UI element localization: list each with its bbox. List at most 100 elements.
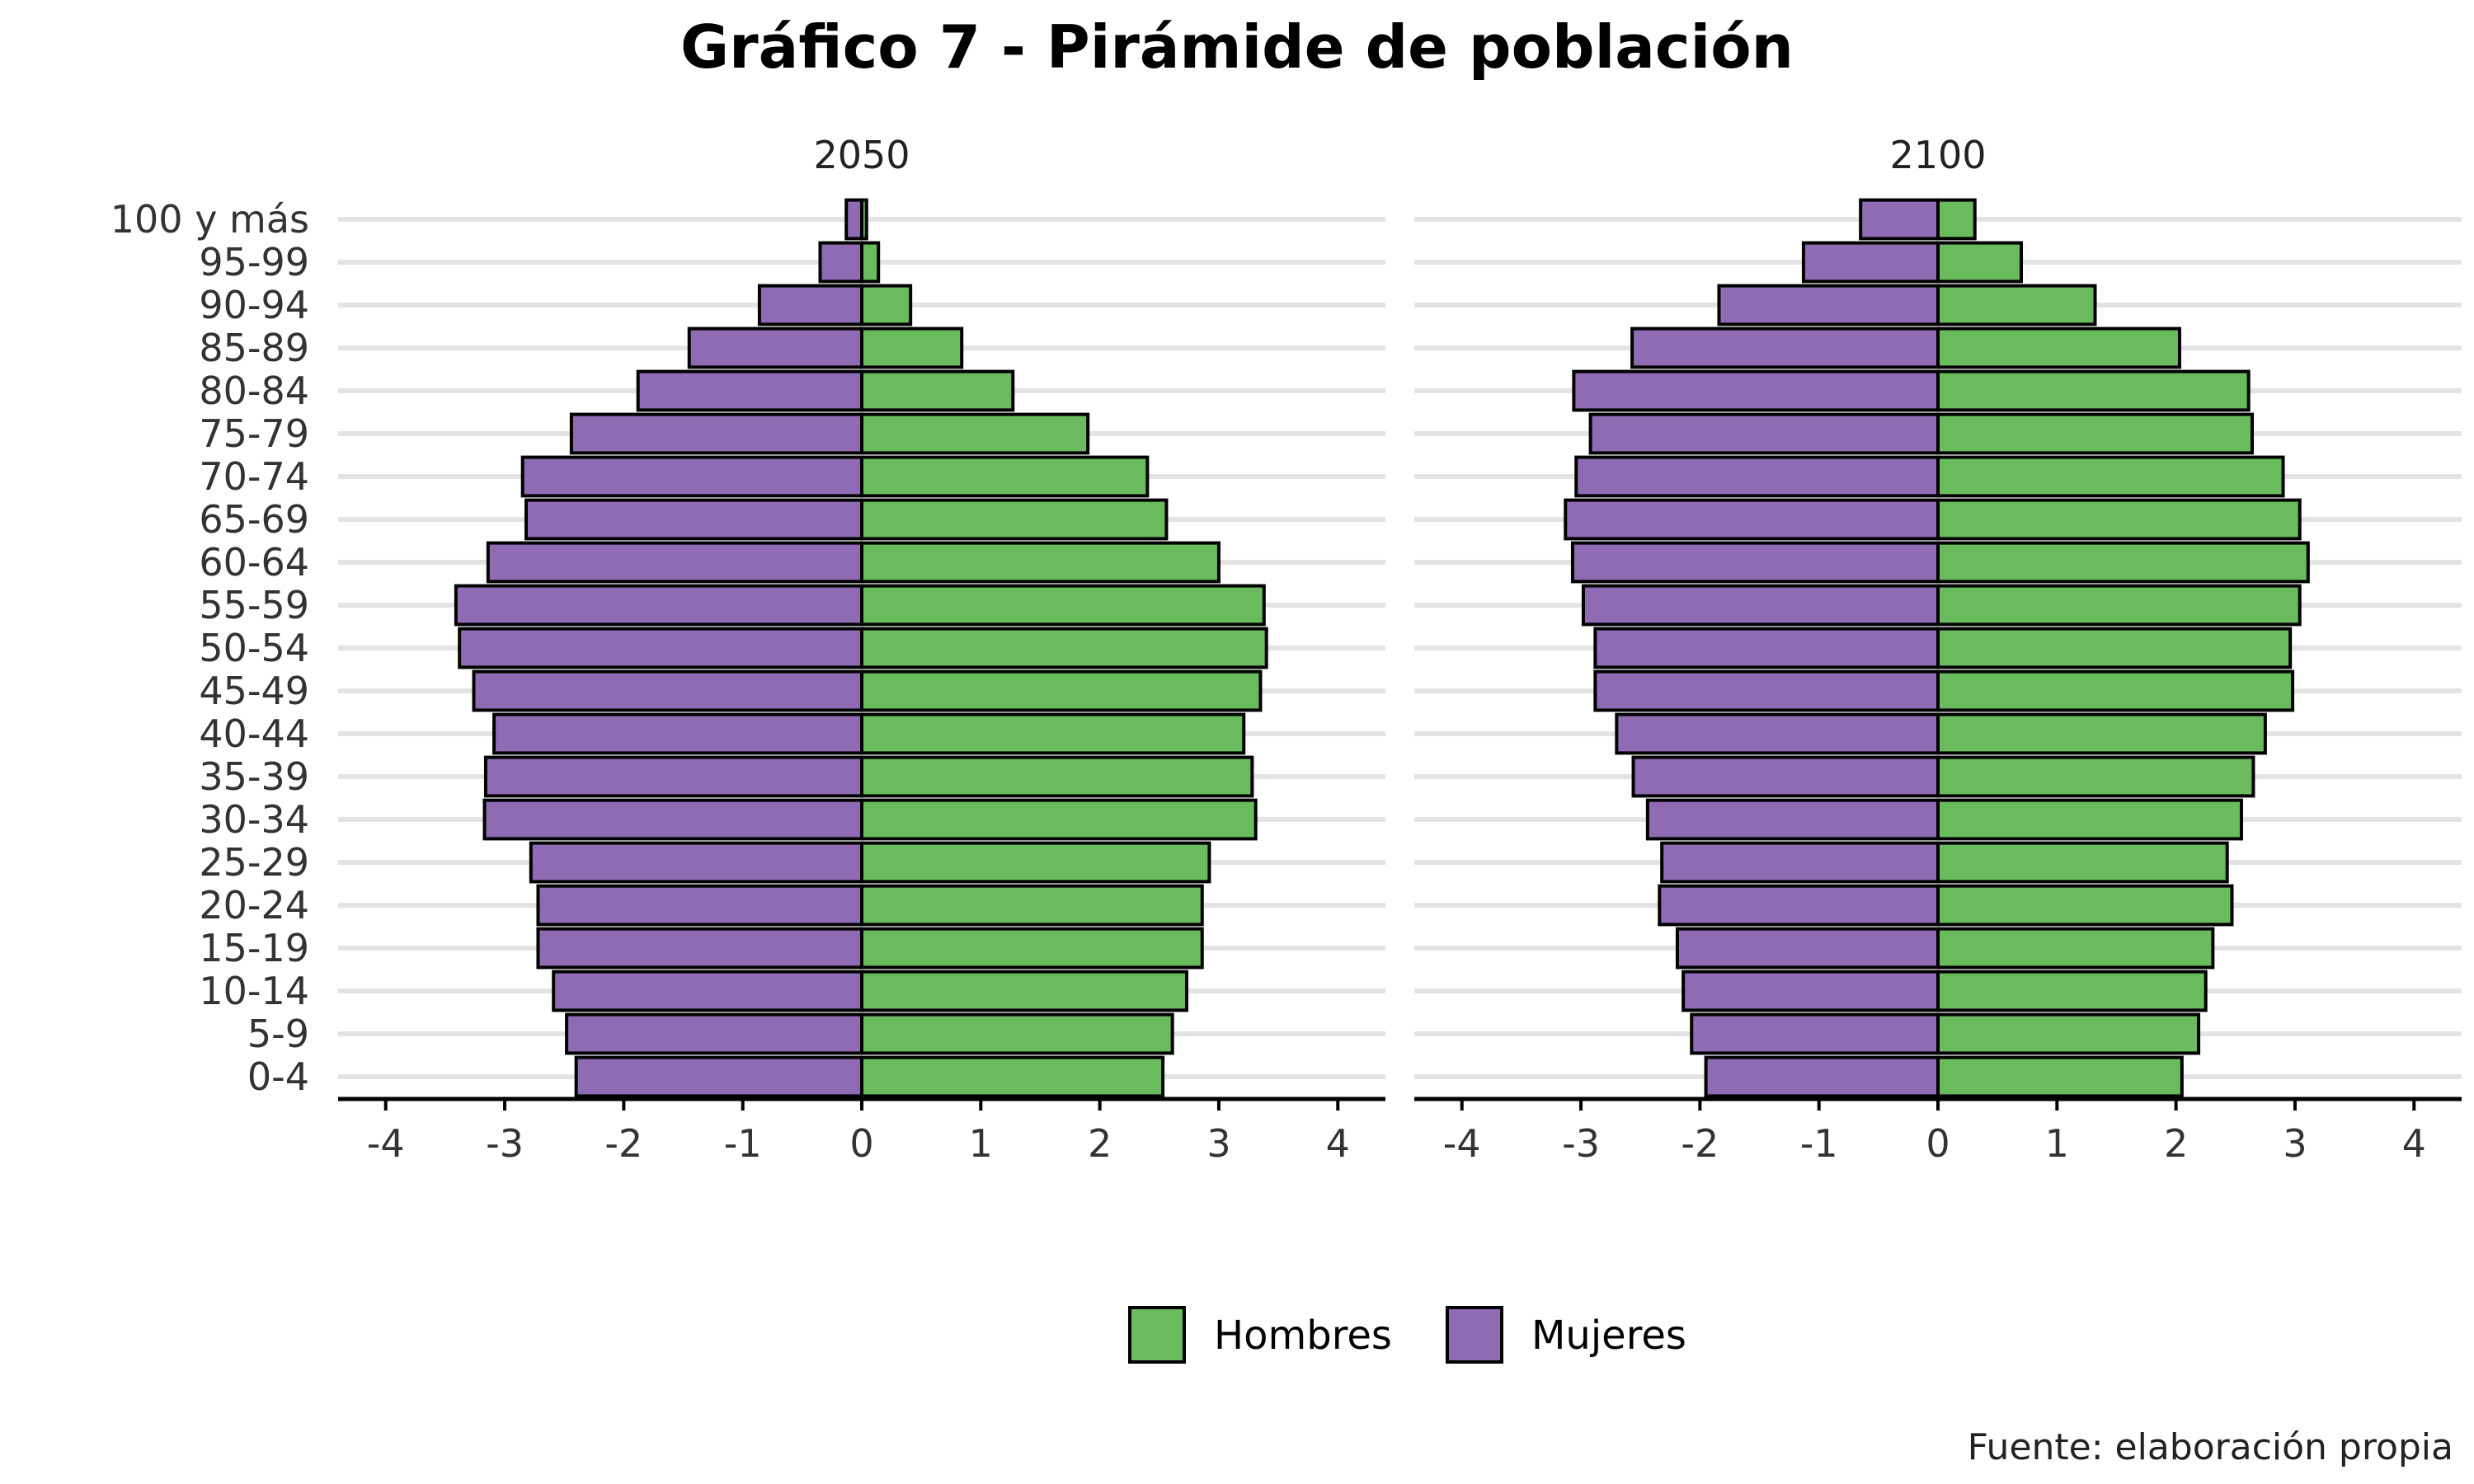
x-tick-label: -3	[1562, 1121, 1600, 1166]
bar-hombres-75-79	[1936, 412, 2254, 455]
chart-caption: Fuente: elaboración propia	[1968, 1426, 2453, 1468]
bar-hombres-85-89	[1936, 326, 2181, 369]
bar-mujeres-40-44	[1615, 712, 1940, 755]
x-tick-label: 2	[2164, 1121, 2188, 1166]
bar-hombres-85-89	[860, 326, 964, 369]
bar-mujeres-55-59	[454, 584, 863, 627]
x-tick-label: 0	[849, 1121, 873, 1166]
bar-hombres-50-54	[860, 627, 1268, 669]
bar-mujeres-20-24	[536, 884, 863, 927]
y-category-label: 40-44	[199, 711, 309, 756]
bar-mujeres-75-79	[569, 412, 863, 455]
bar-hombres-90-94	[860, 284, 913, 326]
bar-hombres-60-64	[1936, 541, 2310, 584]
bar-mujeres-35-39	[483, 755, 863, 798]
bar-hombres-55-59	[860, 584, 1266, 627]
bar-hombres-10-14	[1936, 970, 2208, 1012]
bar-hombres-40-44	[860, 712, 1246, 755]
bar-hombres-80-84	[1936, 369, 2251, 412]
bar-hombres-5-9	[1936, 1012, 2201, 1055]
x-tick-label: -3	[486, 1121, 524, 1166]
x-tick-label: -2	[604, 1121, 642, 1166]
bar-mujeres-50-54	[458, 627, 863, 669]
y-category-label: 100 y más	[111, 197, 309, 242]
bar-mujeres-35-39	[1631, 755, 1940, 798]
bar-mujeres-95-99	[1801, 241, 1940, 284]
bar-mujeres-25-29	[1660, 841, 1940, 884]
bar-mujeres-30-34	[482, 798, 863, 841]
bar-hombres-20-24	[1936, 884, 2234, 927]
bar-mujeres-80-84	[1572, 369, 1940, 412]
bar-mujeres-55-59	[1581, 584, 1940, 627]
y-category-label: 95-99	[199, 240, 309, 284]
bar-mujeres-90-94	[757, 284, 863, 326]
bar-mujeres-45-49	[472, 669, 863, 712]
panel-2100: 2100 -4 -3 -2 -1 0 1 2 3 4	[1414, 133, 2462, 1166]
bar-mujeres-0-4	[1704, 1055, 1940, 1098]
bar-hombres-80-84	[860, 369, 1015, 412]
y-category-label: 90-94	[199, 283, 309, 327]
y-category-label: 70-74	[199, 454, 309, 499]
bar-hombres-90-94	[1936, 284, 2097, 326]
bar-mujeres-65-69	[524, 498, 863, 541]
bar-mujeres-50-54	[1593, 627, 1940, 669]
bar-hombres-100 y más	[1936, 198, 1977, 241]
y-category-label: 5-9	[247, 1012, 309, 1056]
bar-mujeres-15-19	[536, 927, 863, 970]
bar-mujeres-40-44	[492, 712, 863, 755]
bar-hombres-70-74	[1936, 455, 2285, 498]
legend-label: Hombres	[1214, 1313, 1392, 1359]
x-tick-label: 3	[1206, 1121, 1230, 1166]
legend-swatch	[1128, 1306, 1186, 1364]
bar-hombres-25-29	[860, 841, 1211, 884]
bar-hombres-70-74	[860, 455, 1150, 498]
legend-swatch	[1446, 1306, 1503, 1364]
legend-item-mujeres: Mujeres	[1446, 1306, 1686, 1364]
y-category-label: 20-24	[199, 883, 309, 928]
x-tick-label: -4	[367, 1121, 405, 1166]
bar-hombres-50-54	[1936, 627, 2293, 669]
bar-mujeres-70-74	[520, 455, 863, 498]
bar-mujeres-100 y más	[844, 198, 864, 241]
y-category-label: 30-34	[199, 797, 309, 842]
y-category-label: 50-54	[199, 626, 309, 670]
x-tick-label: 3	[2283, 1121, 2307, 1166]
x-tick-label: 4	[1326, 1121, 1350, 1166]
y-category-label: 15-19	[199, 926, 309, 970]
bar-mujeres-10-14	[1681, 970, 1940, 1012]
bar-hombres-0-4	[1936, 1055, 2184, 1098]
y-category-label: 25-29	[199, 840, 309, 885]
bar-hombres-35-39	[1936, 755, 2255, 798]
y-category-label: 75-79	[199, 411, 309, 456]
bar-mujeres-75-79	[1588, 412, 1940, 455]
bar-hombres-95-99	[860, 241, 881, 284]
bar-hombres-5-9	[860, 1012, 1174, 1055]
panel-title: 2050	[813, 133, 910, 177]
bar-mujeres-85-89	[687, 326, 864, 369]
y-category-label: 10-14	[199, 969, 309, 1013]
bar-hombres-65-69	[1936, 498, 2302, 541]
chart-title: Gráfico 7 - Pirámide de población	[680, 12, 1794, 82]
bar-mujeres-5-9	[565, 1012, 863, 1055]
bar-hombres-65-69	[860, 498, 1169, 541]
bar-hombres-30-34	[860, 798, 1258, 841]
bar-hombres-20-24	[860, 884, 1204, 927]
y-category-label: 60-64	[199, 540, 309, 585]
bar-mujeres-60-64	[486, 541, 863, 584]
y-category-label: 85-89	[199, 326, 309, 370]
bar-mujeres-65-69	[1564, 498, 1940, 541]
x-tick-label: -1	[724, 1121, 762, 1166]
panels: 2050-4 -3 -2 -1 0 1 2 3 40-45-910-1415-1920-2425…	[111, 133, 2462, 1166]
x-tick-label: -1	[1800, 1121, 1838, 1166]
x-tick-label: 0	[1926, 1121, 1950, 1166]
bar-hombres-35-39	[860, 755, 1254, 798]
bar-hombres-30-34	[1936, 798, 2244, 841]
bar-hombres-0-4	[860, 1055, 1165, 1098]
y-category-label: 45-49	[199, 669, 309, 713]
bar-mujeres-10-14	[552, 970, 863, 1012]
bar-mujeres-5-9	[1690, 1012, 1940, 1055]
bar-hombres-40-44	[1936, 712, 2267, 755]
legend: Hombres Mujeres	[1128, 1306, 1686, 1364]
y-category-label: 65-69	[199, 497, 309, 542]
